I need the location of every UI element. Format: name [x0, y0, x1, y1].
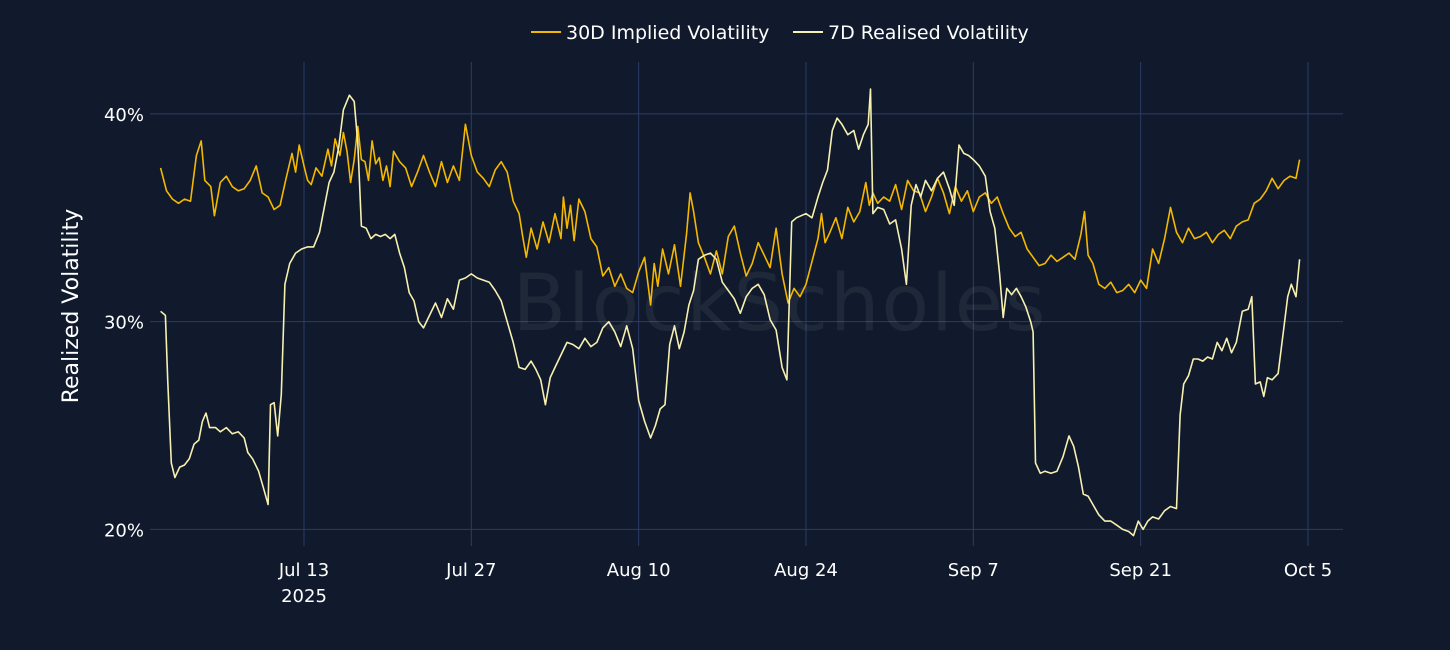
gridlines	[150, 62, 1343, 546]
x-tick-label: Oct 5	[1284, 560, 1332, 581]
x-tick-sublabel: 2025	[281, 586, 327, 607]
legend-label: 30D Implied Volatility	[566, 22, 769, 44]
y-tick-label: 40%	[104, 105, 144, 126]
series-line-realised-vol	[160, 88, 1301, 537]
watermark: BlockScholes	[513, 259, 1048, 349]
y-tick-label: 20%	[104, 520, 144, 541]
legend: 30D Implied Volatility 7D Realised Volati…	[531, 22, 1029, 44]
x-tick-label: Jul 13	[278, 560, 329, 581]
x-axis-ticks: Jul 13 2025 Jul 27 Aug 10 Aug 24 Sep 7 Sep 21 O…	[278, 560, 1332, 607]
x-tick-label: Sep 7	[948, 560, 999, 581]
x-tick-label: Aug 10	[607, 560, 671, 581]
y-tick-label: 30%	[104, 313, 144, 334]
legend-item[interactable]: 7D Realised Volatility	[793, 22, 1029, 44]
x-tick-label: Jul 27	[445, 560, 496, 581]
y-axis-label: Realized Volatility	[59, 209, 84, 404]
series-line-implied-vol	[159, 123, 1301, 306]
legend-label: 7D Realised Volatility	[828, 22, 1029, 44]
x-tick-label: Sep 21	[1109, 560, 1172, 581]
legend-item[interactable]: 30D Implied Volatility	[531, 22, 769, 44]
y-axis-ticks: 20% 30% 40%	[104, 105, 144, 541]
x-tick-label: Aug 24	[774, 560, 838, 581]
series-layer	[159, 88, 1301, 537]
